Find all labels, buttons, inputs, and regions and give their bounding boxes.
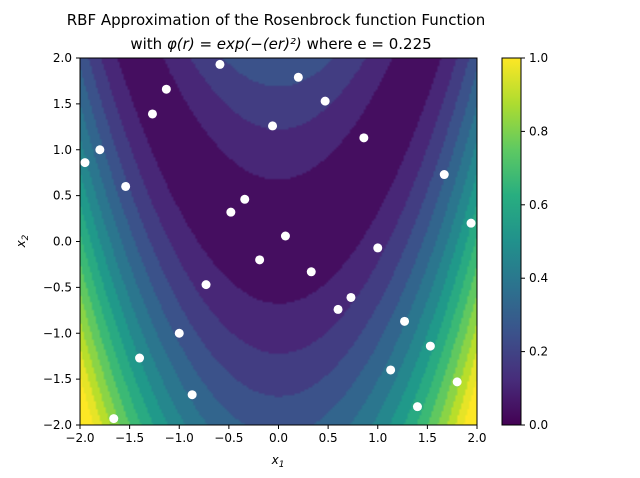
x-axis-label-main: x xyxy=(271,453,280,467)
sample-point xyxy=(412,402,422,412)
sample-point xyxy=(466,218,476,228)
x-axis: −2.0 −1.5 −1.0 −0.5 0.0 0.5 1.0 1.5 2.0 xyxy=(65,425,487,445)
y-tick-label: −0.5 xyxy=(43,280,72,294)
contour-heatmap xyxy=(80,58,477,425)
y-tick-label: −1.5 xyxy=(43,372,72,386)
sample-point xyxy=(268,121,278,131)
colorbar xyxy=(501,57,522,426)
title-formula: φ(r) = exp(−(er)²) xyxy=(167,35,302,53)
sample-point xyxy=(425,341,435,351)
x-tick-label: 0.5 xyxy=(319,431,338,445)
sample-point xyxy=(147,109,157,119)
sample-point xyxy=(174,328,184,338)
sample-point xyxy=(215,59,225,69)
sample-point xyxy=(255,255,265,265)
sample-point xyxy=(373,243,383,253)
sample-point xyxy=(240,194,250,204)
sample-point xyxy=(95,145,105,155)
chart-title-line1: RBF Approximation of the Rosenbrock func… xyxy=(67,11,485,29)
y-tick-label: −1.0 xyxy=(43,326,72,340)
y-tick-label: 1.5 xyxy=(53,97,72,111)
sample-point xyxy=(439,170,449,180)
sample-point xyxy=(320,96,330,106)
sample-point xyxy=(135,353,145,363)
x-tick-label: −0.5 xyxy=(214,431,243,445)
sample-point xyxy=(346,292,356,302)
title-prefix: with xyxy=(130,35,167,53)
sample-points xyxy=(80,59,476,424)
sample-point xyxy=(359,133,369,143)
sample-point xyxy=(226,207,236,217)
sample-point xyxy=(121,181,131,191)
sample-point xyxy=(80,158,90,168)
colorbar-tick-label: 0.0 xyxy=(529,418,548,432)
x-tick-label: −1.5 xyxy=(115,431,144,445)
x-tick-label: 0.0 xyxy=(269,431,288,445)
y-axis: −2.0 −1.5 −1.0 −0.5 0.0 0.5 1.0 1.5 2.0 xyxy=(43,51,80,432)
colorbar-tick-label: 0.6 xyxy=(529,198,548,212)
x-tick-label: 2.0 xyxy=(467,431,486,445)
sample-point xyxy=(109,414,119,424)
colorbar-tick-label: 1.0 xyxy=(529,51,548,65)
chart-title-line2: with φ(r) = exp(−(er)²) where e = 0.225 xyxy=(130,35,431,53)
y-axis-label-main: x xyxy=(14,239,28,248)
x-axis-label: x1 xyxy=(271,453,285,470)
y-tick-label: 1.0 xyxy=(53,143,72,157)
x-axis-label-sub: 1 xyxy=(279,460,285,470)
y-tick-label: −2.0 xyxy=(43,418,72,432)
colorbar-tick-label: 0.4 xyxy=(529,271,548,285)
contour-field xyxy=(80,58,477,425)
colorbar-axis: 0.0 0.2 0.4 0.6 0.8 1.0 xyxy=(521,51,548,432)
x-tick-label: −1.0 xyxy=(165,431,194,445)
sample-point xyxy=(161,84,171,94)
sample-point xyxy=(306,267,316,277)
title-suffix: where e = 0.225 xyxy=(302,35,432,53)
sample-point xyxy=(201,280,211,290)
x-tick-label: 1.0 xyxy=(368,431,387,445)
y-tick-label: 0.0 xyxy=(53,235,72,249)
x-tick-label: −2.0 xyxy=(65,431,94,445)
y-axis-label: x2 xyxy=(14,234,31,248)
y-tick-label: 2.0 xyxy=(53,51,72,65)
sample-point xyxy=(452,377,462,387)
sample-point xyxy=(400,316,410,326)
x-tick-label: 1.5 xyxy=(418,431,437,445)
sample-point xyxy=(333,304,343,314)
colorbar-tick-label: 0.2 xyxy=(529,345,548,359)
sample-point xyxy=(386,365,396,375)
colorbar-tick-label: 0.8 xyxy=(529,124,548,138)
y-axis-label-sub: 2 xyxy=(21,234,31,240)
sample-point xyxy=(187,390,197,400)
sample-point xyxy=(280,231,290,241)
sample-point xyxy=(293,72,303,82)
y-tick-label: 0.5 xyxy=(53,189,72,203)
